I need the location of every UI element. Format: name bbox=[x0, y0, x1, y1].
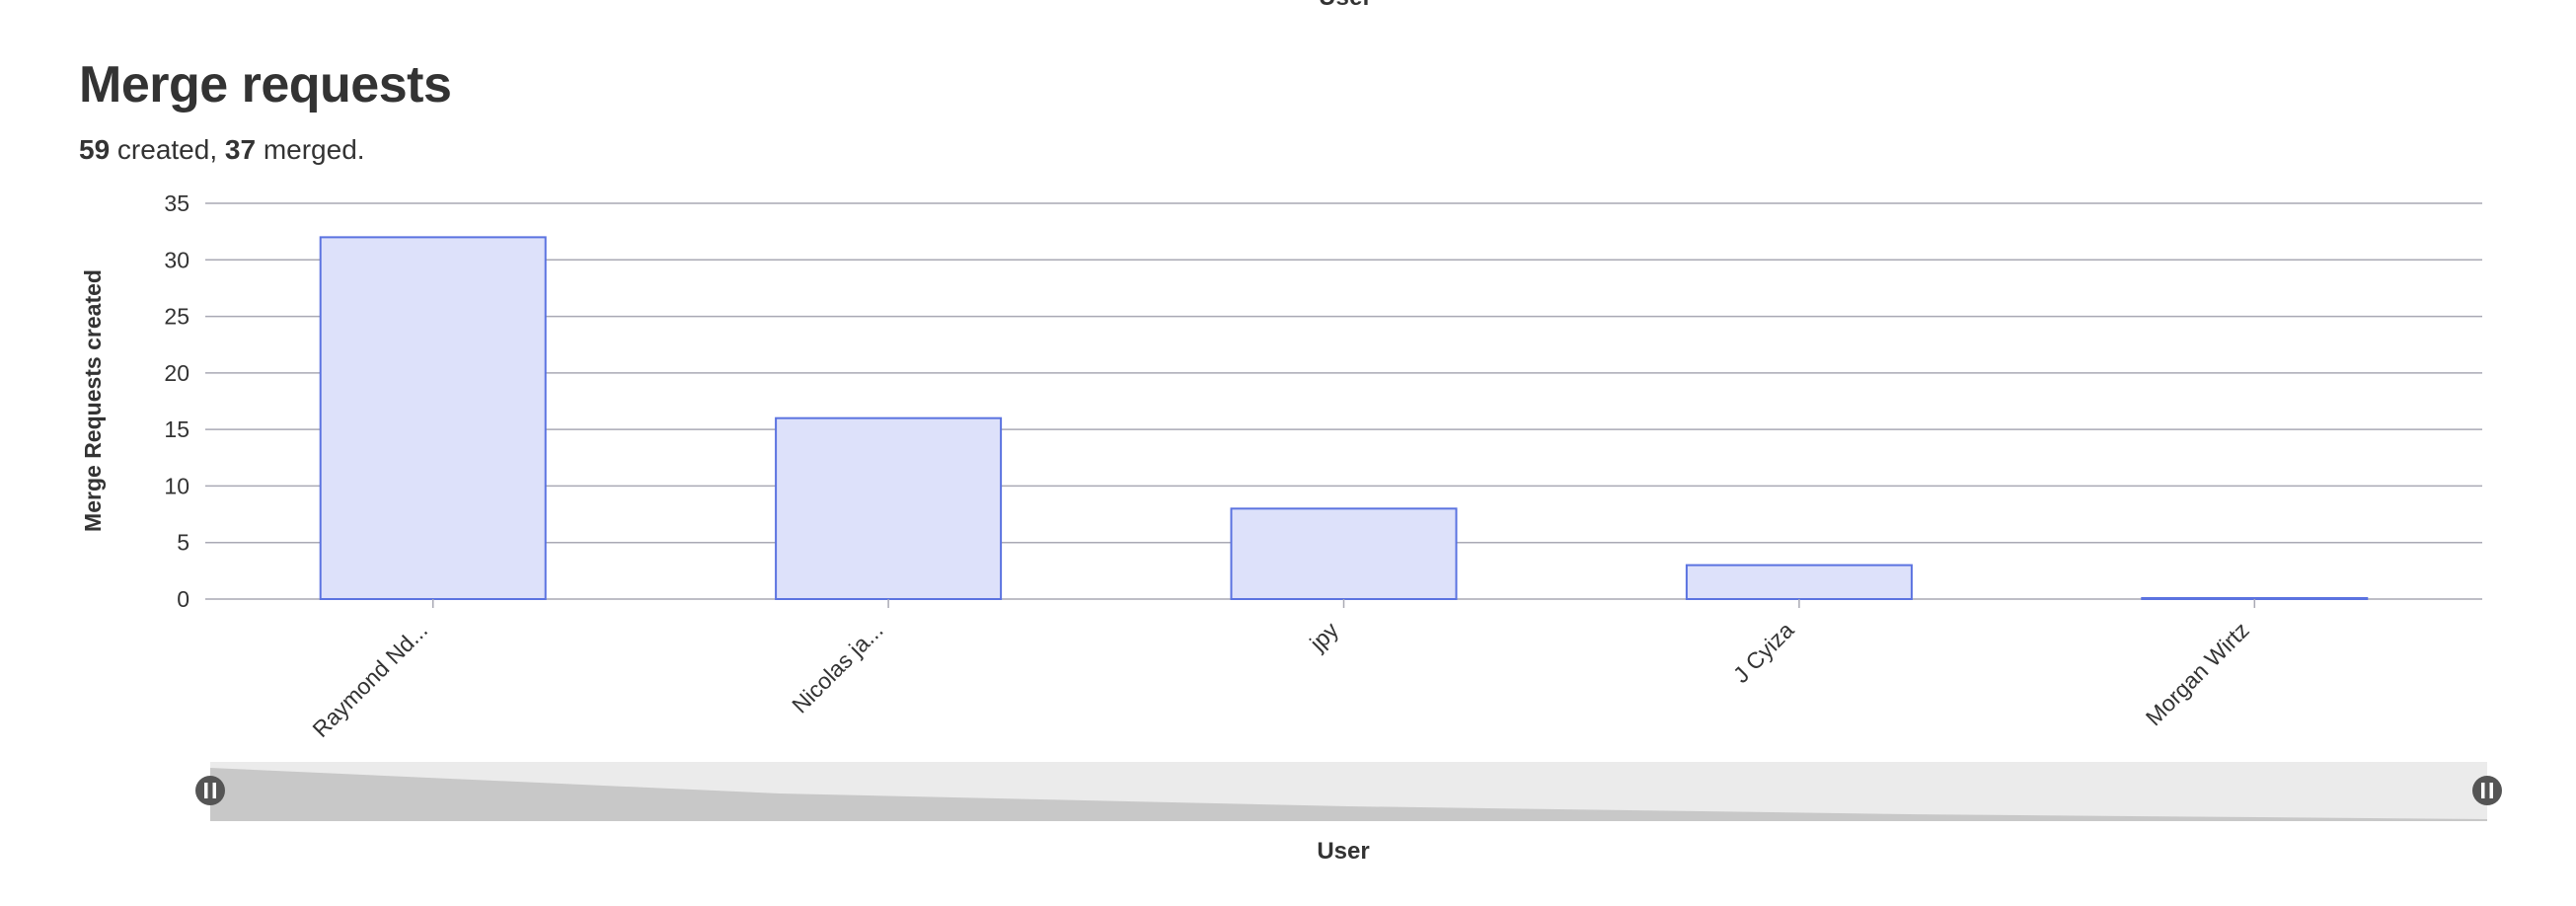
merged-count: 37 bbox=[224, 134, 257, 165]
grid-lines bbox=[205, 202, 2482, 600]
merge-request-summary: 59 created, 37 merged. bbox=[79, 134, 365, 166]
previous-chart-x-axis-title: User bbox=[1319, 0, 1372, 12]
zoom-right-handle[interactable] bbox=[2472, 776, 2502, 805]
x-tick-label: J Cyiza bbox=[1728, 617, 1799, 688]
bar[interactable] bbox=[2141, 597, 2369, 600]
bars bbox=[319, 236, 2369, 601]
zoom-slider[interactable] bbox=[195, 762, 2502, 821]
y-tick-label: 20 bbox=[164, 360, 189, 386]
y-tick-label: 15 bbox=[164, 416, 189, 442]
zoom-left-handle[interactable] bbox=[195, 776, 225, 805]
bar[interactable] bbox=[319, 236, 547, 600]
x-axis-ticks: Raymond Nd... Nicolas ja... jpy J Cyiza Morg… bbox=[307, 599, 2256, 742]
y-tick-label: 30 bbox=[164, 247, 189, 272]
bar[interactable] bbox=[775, 416, 1003, 600]
y-tick-label: 10 bbox=[164, 473, 189, 498]
page-title: Merge requests bbox=[79, 56, 452, 113]
x-tick-label: Nicolas ja... bbox=[787, 617, 887, 717]
x-tick-label: jpy bbox=[1304, 617, 1343, 656]
created-count: 59 bbox=[79, 134, 111, 165]
y-tick-label: 35 bbox=[164, 190, 189, 216]
x-tick-label: Raymond Nd... bbox=[307, 617, 432, 742]
y-axis-ticks: 0 5 10 15 20 25 30 35 bbox=[164, 190, 189, 612]
bar[interactable] bbox=[1230, 507, 1458, 600]
x-tick-label: Morgan Wirtz bbox=[2141, 617, 2254, 730]
y-axis-title: Merge Requests created bbox=[80, 269, 106, 532]
bar[interactable] bbox=[1685, 564, 1913, 601]
x-axis-title: User bbox=[1317, 838, 1369, 865]
zoom-preview-area bbox=[210, 768, 2487, 821]
y-tick-label: 25 bbox=[164, 304, 189, 330]
y-tick-label: 5 bbox=[177, 530, 189, 556]
y-tick-label: 0 bbox=[177, 586, 189, 612]
created-text: created, bbox=[110, 134, 225, 165]
merged-text: merged. bbox=[256, 134, 365, 165]
